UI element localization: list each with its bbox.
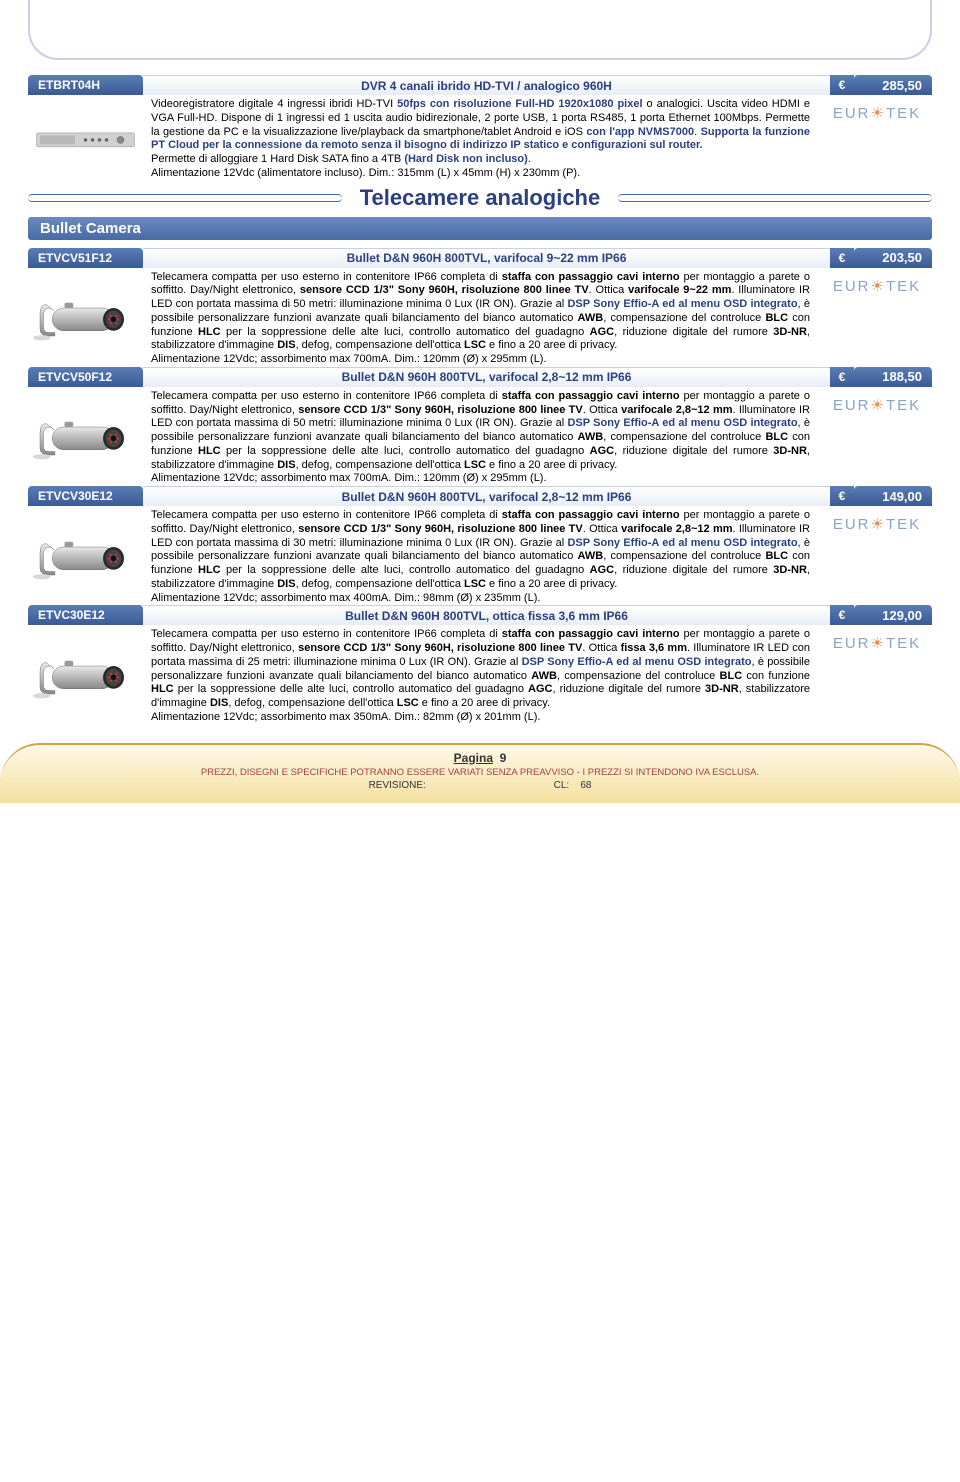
brand-logo: EUR☀TEK bbox=[833, 515, 921, 533]
subsection-title: Bullet Camera bbox=[28, 217, 932, 240]
product-brand: EUR☀TEK bbox=[822, 390, 932, 486]
product-currency: € bbox=[830, 486, 854, 506]
product-sku: ETVC30E12 bbox=[28, 605, 143, 625]
page-container: ETBRT04H DVR 4 canali ibrido HD-TVI / an… bbox=[0, 0, 960, 735]
product-sku: ETVCV51F12 bbox=[28, 248, 143, 268]
product-block: ETVCV51F12 Bullet D&N 960H 800TVL, varif… bbox=[28, 248, 932, 367]
product-currency: € bbox=[830, 605, 854, 625]
product-description: Telecamera compatta per uso esterno in c… bbox=[151, 509, 814, 605]
product-title: Bullet D&N 960H 800TVL, ottica fissa 3,6… bbox=[143, 605, 830, 625]
product-image bbox=[28, 509, 143, 605]
product-title: Bullet D&N 960H 800TVL, varifocal 2,8~12… bbox=[143, 367, 830, 387]
page-footer: Pagina 9 PREZZI, DISEGNI E SPECIFICHE PO… bbox=[0, 743, 960, 803]
product-brand: EUR☀TEK bbox=[822, 98, 932, 181]
camera-icon bbox=[33, 291, 138, 346]
camera-icon bbox=[33, 530, 138, 585]
product-title: Bullet D&N 960H 800TVL, varifocal 2,8~12… bbox=[143, 486, 830, 506]
page-number: Pagina 9 bbox=[30, 751, 930, 765]
product-block: ETVCV30E12 Bullet D&N 960H 800TVL, varif… bbox=[28, 486, 932, 605]
section-header: Telecamere analogiche Bullet Camera bbox=[28, 185, 932, 240]
product-brand: EUR☀TEK bbox=[822, 628, 932, 724]
product-description: Telecamera compatta per uso esterno in c… bbox=[151, 271, 814, 367]
product-price: 203,50 bbox=[854, 248, 932, 268]
dvr-icon bbox=[33, 124, 138, 154]
product-image bbox=[28, 271, 143, 367]
product-image bbox=[28, 98, 143, 181]
product-sku: ETVCV50F12 bbox=[28, 367, 143, 387]
product-title: DVR 4 canali ibrido HD-TVI / analogico 9… bbox=[143, 75, 830, 95]
product-image bbox=[28, 628, 143, 724]
brand-logo: EUR☀TEK bbox=[833, 104, 921, 122]
product-sku: ETBRT04H bbox=[28, 75, 143, 95]
product-price: 129,00 bbox=[854, 605, 932, 625]
product-price: 149,00 bbox=[854, 486, 932, 506]
brand-logo: EUR☀TEK bbox=[833, 277, 921, 295]
product-header: ETVC30E12 Bullet D&N 960H 800TVL, ottica… bbox=[28, 605, 932, 625]
camera-icon bbox=[33, 410, 138, 465]
product-image bbox=[28, 390, 143, 486]
product-price: 188,50 bbox=[854, 367, 932, 387]
product-currency: € bbox=[830, 75, 854, 95]
product-description: Videoregistratore digitale 4 ingressi ib… bbox=[151, 98, 814, 181]
products-list: ETBRT04H DVR 4 canali ibrido HD-TVI / an… bbox=[28, 75, 932, 725]
product-header: ETBRT04H DVR 4 canali ibrido HD-TVI / an… bbox=[28, 75, 932, 95]
product-block: ETBRT04H DVR 4 canali ibrido HD-TVI / an… bbox=[28, 75, 932, 181]
product-block: ETVCV50F12 Bullet D&N 960H 800TVL, varif… bbox=[28, 367, 932, 486]
top-decorative-bracket bbox=[28, 0, 932, 60]
footer-revision: REVISIONE: CL: 68 bbox=[30, 780, 930, 791]
product-description: Telecamera compatta per uso esterno in c… bbox=[151, 390, 814, 486]
footer-disclaimer: PREZZI, DISEGNI E SPECIFICHE POTRANNO ES… bbox=[30, 767, 930, 778]
brand-logo: EUR☀TEK bbox=[833, 396, 921, 414]
product-brand: EUR☀TEK bbox=[822, 271, 932, 367]
product-brand: EUR☀TEK bbox=[822, 509, 932, 605]
product-description: Telecamera compatta per uso esterno in c… bbox=[151, 628, 814, 724]
section-title: Telecamere analogiche bbox=[342, 185, 619, 211]
product-currency: € bbox=[830, 367, 854, 387]
product-title: Bullet D&N 960H 800TVL, varifocal 9~22 m… bbox=[143, 248, 830, 268]
product-sku: ETVCV30E12 bbox=[28, 486, 143, 506]
product-header: ETVCV30E12 Bullet D&N 960H 800TVL, varif… bbox=[28, 486, 932, 506]
brand-logo: EUR☀TEK bbox=[833, 634, 921, 652]
product-header: ETVCV51F12 Bullet D&N 960H 800TVL, varif… bbox=[28, 248, 932, 268]
camera-icon bbox=[33, 649, 138, 704]
product-currency: € bbox=[830, 248, 854, 268]
product-price: 285,50 bbox=[854, 75, 932, 95]
product-header: ETVCV50F12 Bullet D&N 960H 800TVL, varif… bbox=[28, 367, 932, 387]
product-block: ETVC30E12 Bullet D&N 960H 800TVL, ottica… bbox=[28, 605, 932, 724]
